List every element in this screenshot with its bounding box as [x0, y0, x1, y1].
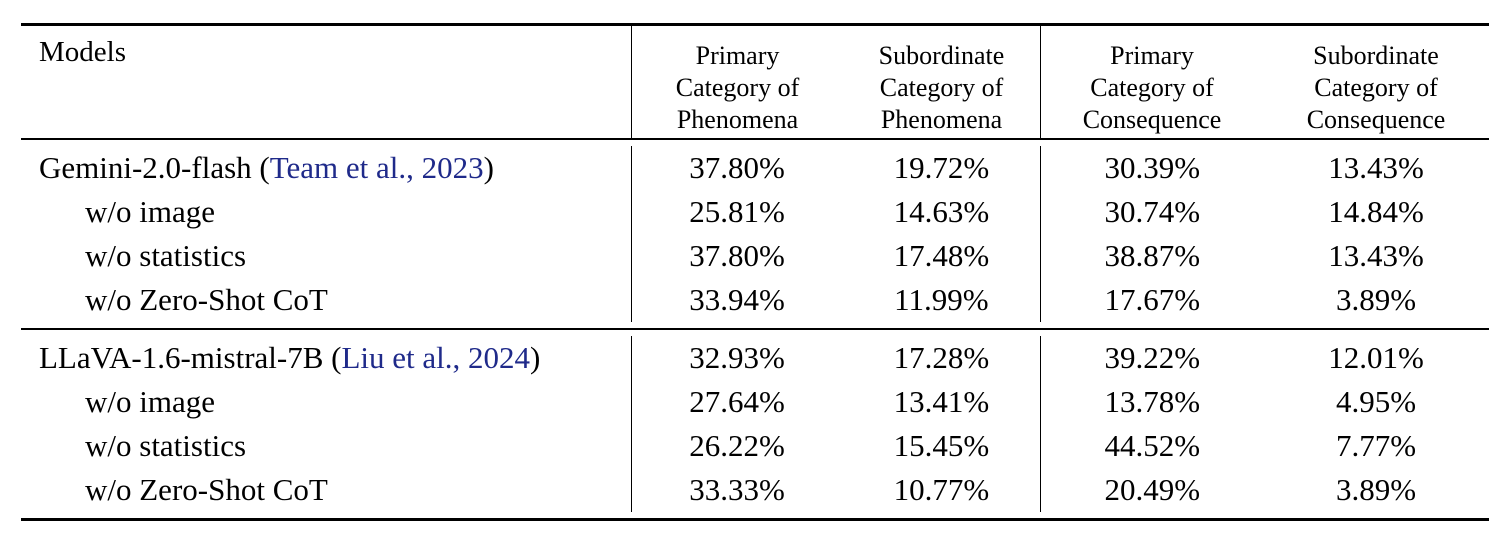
value-cell: 13.41%	[842, 380, 1042, 424]
value-cell: 3.89%	[1336, 472, 1417, 507]
bottom-rule	[21, 518, 1489, 521]
header-rule	[21, 138, 1489, 140]
value-cell: 33.33%	[689, 472, 785, 507]
value-cell: 12.01%	[1328, 340, 1424, 375]
value-cell: 13.78%	[1104, 384, 1201, 419]
table-row: Gemini-2.0-flash (Team et al., 2023) 37.…	[21, 146, 1489, 190]
value-cell: 26.22%	[689, 428, 785, 463]
table-row: w/o Zero-Shot CoT 33.33% 10.77% 20.49% 3…	[21, 468, 1489, 512]
value-cell: 17.28%	[842, 336, 1042, 380]
value-cell: 44.52%	[1104, 428, 1201, 463]
value-cell: 15.45%	[842, 424, 1042, 468]
value-cell: 7.77%	[1336, 428, 1417, 463]
header-primary-consequence: Primary Category of Consequence	[1082, 41, 1222, 134]
value-cell: 3.89%	[1336, 282, 1417, 317]
citation-link[interactable]: Team et al., 2023	[269, 150, 484, 185]
model-name: w/o Zero-Shot CoT	[21, 278, 632, 322]
model-name: w/o Zero-Shot CoT	[21, 468, 632, 512]
value-cell: 30.39%	[1104, 150, 1201, 185]
model-name: w/o image	[21, 190, 632, 234]
header-primary-phenomena: Primary Category of Phenomena	[675, 41, 800, 134]
citation-link[interactable]: Liu et al., 2024	[341, 340, 531, 375]
value-cell: 17.67%	[1104, 282, 1201, 317]
results-table: Models Primary Category of Phenomena Sub…	[21, 23, 1489, 521]
table-row: w/o image 27.64% 13.41% 13.78% 4.95%	[21, 380, 1489, 424]
model-name: w/o image	[21, 380, 632, 424]
value-cell: 27.64%	[689, 384, 785, 419]
table-row: w/o statistics 37.80% 17.48% 38.87% 13.4…	[21, 234, 1489, 278]
group-separator-rule	[21, 328, 1489, 330]
table-row: w/o image 25.81% 14.63% 30.74% 14.84%	[21, 190, 1489, 234]
table-row: w/o Zero-Shot CoT 33.94% 11.99% 17.67% 3…	[21, 278, 1489, 322]
model-group-llava: LLaVA-1.6-mistral-7B (Liu et al., 2024) …	[21, 330, 1489, 518]
table-row: w/o statistics 26.22% 15.45% 44.52% 7.77…	[21, 424, 1489, 468]
model-name: w/o statistics	[21, 424, 632, 468]
model-name: LLaVA-1.6-mistral-7B (Liu et al., 2024)	[21, 336, 632, 380]
value-cell: 19.72%	[842, 146, 1042, 190]
value-cell: 33.94%	[689, 282, 785, 317]
value-cell: 20.49%	[1104, 472, 1201, 507]
value-cell: 39.22%	[1104, 340, 1201, 375]
value-cell: 25.81%	[689, 194, 785, 229]
value-cell: 38.87%	[1104, 238, 1201, 273]
value-cell: 14.84%	[1328, 194, 1424, 229]
table-row: LLaVA-1.6-mistral-7B (Liu et al., 2024) …	[21, 336, 1489, 380]
value-cell: 14.63%	[842, 190, 1042, 234]
header-subordinate-phenomena: Subordinate Category of Phenomena	[843, 26, 1041, 138]
header-row: Models Primary Category of Phenomena Sub…	[21, 26, 1489, 138]
value-cell: 11.99%	[842, 278, 1042, 322]
value-cell: 10.77%	[842, 468, 1042, 512]
value-cell: 32.93%	[689, 340, 785, 375]
value-cell: 37.80%	[689, 150, 785, 185]
top-rule	[21, 23, 1489, 26]
header-subordinate-consequence: Subordinate Category of Consequence	[1306, 41, 1446, 134]
model-name: Gemini-2.0-flash (Team et al., 2023)	[21, 146, 632, 190]
value-cell: 30.74%	[1104, 194, 1201, 229]
value-cell: 13.43%	[1328, 150, 1424, 185]
value-cell: 17.48%	[842, 234, 1042, 278]
model-group-gemini: Gemini-2.0-flash (Team et al., 2023) 37.…	[21, 140, 1489, 328]
value-cell: 37.80%	[689, 238, 785, 273]
header-models: Models	[21, 26, 632, 138]
value-cell: 13.43%	[1328, 238, 1424, 273]
model-name: w/o statistics	[21, 234, 632, 278]
value-cell: 4.95%	[1336, 384, 1417, 419]
